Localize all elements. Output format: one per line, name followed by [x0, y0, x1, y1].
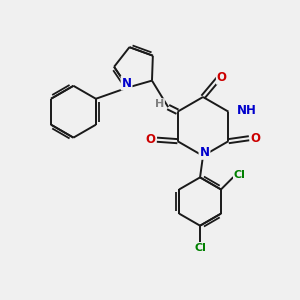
Text: NH: NH [237, 104, 256, 117]
Text: Cl: Cl [234, 170, 246, 180]
Text: O: O [217, 71, 227, 84]
Text: N: N [200, 146, 209, 159]
Text: H: H [155, 99, 164, 109]
Text: Cl: Cl [194, 243, 206, 253]
Text: O: O [146, 133, 155, 146]
Text: N: N [122, 76, 132, 90]
Text: O: O [250, 132, 261, 145]
